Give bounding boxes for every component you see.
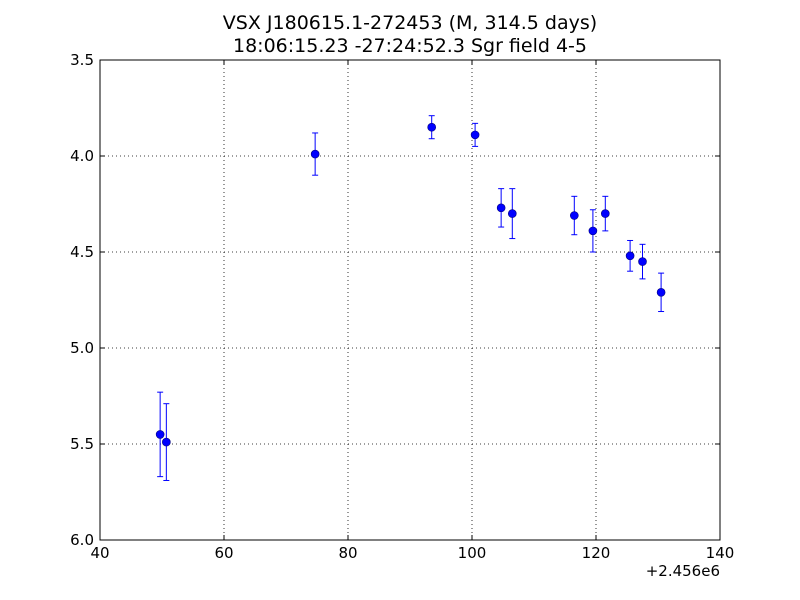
x-tick-label: 120 xyxy=(582,544,611,562)
data-point xyxy=(427,122,437,132)
x-tick-label: 140 xyxy=(706,544,735,562)
data-point xyxy=(569,211,579,220)
x-offset-label: +2.456e6 xyxy=(646,562,720,580)
y-tick-label: 6.0 xyxy=(70,531,94,549)
data-point xyxy=(656,288,666,297)
data-point xyxy=(600,209,610,218)
grid-lines xyxy=(100,60,720,540)
y-tick-label: 4.5 xyxy=(70,243,94,261)
y-tick-label: 5.0 xyxy=(70,339,94,357)
data-point xyxy=(155,430,165,439)
chart-subtitle: 18:06:15.23 -27:24:52.3 Sgr field 4-5 xyxy=(233,35,587,57)
y-tick-label: 4.0 xyxy=(70,147,94,165)
data-point xyxy=(162,437,171,447)
data-point xyxy=(507,209,517,218)
y-tick-labels: 3.5 4.0 4.5 5.0 5.5 6.0 xyxy=(70,51,94,549)
data-points xyxy=(155,122,666,447)
data-point xyxy=(588,226,598,236)
y-tick-label: 3.5 xyxy=(70,51,94,69)
x-tick-label: 60 xyxy=(214,544,233,562)
chart-title: VSX J180615.1-272453 (M, 314.5 days) xyxy=(223,12,597,34)
axis-ticks xyxy=(99,59,721,541)
plot-frame xyxy=(99,59,721,541)
data-point xyxy=(496,203,506,213)
x-tick-label: 40 xyxy=(90,544,109,562)
data-point xyxy=(310,149,320,159)
x-tick-label: 80 xyxy=(338,544,357,562)
x-tick-label: 100 xyxy=(458,544,487,562)
x-tick-labels: 40 60 80 100 120 140 xyxy=(90,544,734,562)
y-tick-label: 5.5 xyxy=(70,435,94,453)
data-point xyxy=(470,130,480,140)
data-point xyxy=(625,251,635,261)
data-point xyxy=(638,257,647,266)
